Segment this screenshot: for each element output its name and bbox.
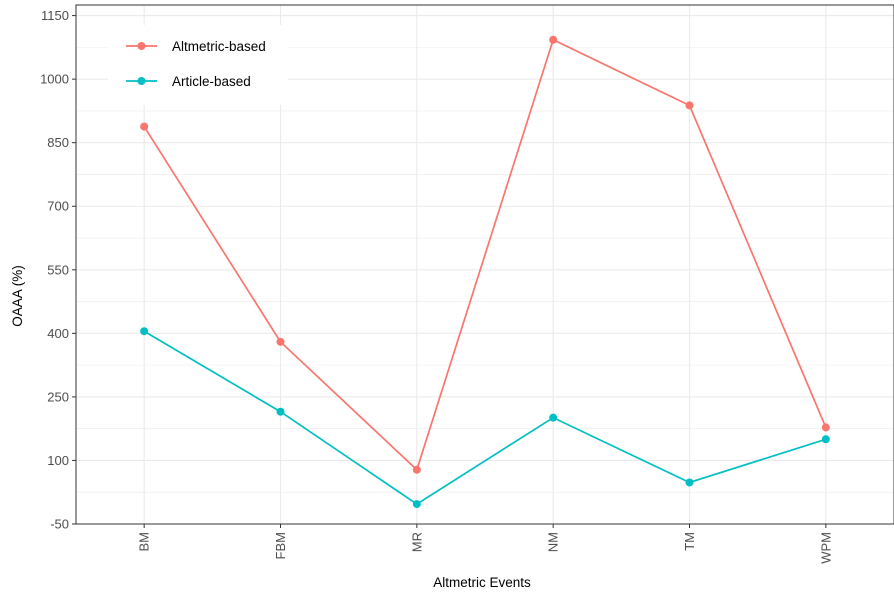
series-line xyxy=(143,330,827,506)
x-axis-title: Altmetric Events xyxy=(433,575,531,590)
x-tick-label: BM xyxy=(137,532,152,552)
x-axis: BM FBM MR NM TM WPM xyxy=(137,524,833,564)
legend-background xyxy=(108,25,288,105)
y-tick-label: -50 xyxy=(50,517,69,532)
y-tick-label: 250 xyxy=(47,389,69,404)
x-tick-label: TM xyxy=(682,532,697,551)
y-tick-label: 100 xyxy=(47,453,69,468)
data-point xyxy=(412,465,421,474)
data-point xyxy=(549,413,558,422)
x-tick-label: NM xyxy=(546,532,561,552)
series-lines xyxy=(143,38,827,506)
data-point xyxy=(821,435,830,444)
data-point xyxy=(549,35,558,44)
data-point xyxy=(685,101,694,110)
legend-key-point xyxy=(137,77,146,85)
y-tick-label: 400 xyxy=(47,326,69,341)
panel-border xyxy=(75,4,894,525)
series-points xyxy=(140,35,830,509)
legend-key-point xyxy=(137,42,146,50)
x-tick-label: FBM xyxy=(273,532,288,559)
x-tick-label: MR xyxy=(409,532,424,552)
y-axis: -50 100 250 400 550 700 850 1000 1150 xyxy=(40,8,76,532)
data-point xyxy=(685,478,694,487)
data-point xyxy=(821,423,830,432)
series-line xyxy=(143,38,827,472)
y-axis-title: OAAA (%) xyxy=(10,265,25,327)
y-tick-label: 1150 xyxy=(41,8,69,23)
data-point xyxy=(276,337,285,346)
legend-label: Article-based xyxy=(172,74,251,89)
data-point xyxy=(412,500,421,509)
y-tick-label: 550 xyxy=(47,262,69,277)
data-point xyxy=(276,407,285,416)
data-point xyxy=(140,327,149,336)
legend: Altmetric-based Article-based xyxy=(108,25,288,105)
y-tick-label: 850 xyxy=(47,135,69,150)
y-tick-label: 700 xyxy=(47,199,69,214)
plot-border xyxy=(75,4,894,525)
legend-label: Altmetric-based xyxy=(172,39,266,54)
y-tick-label: 1000 xyxy=(40,72,69,87)
data-point xyxy=(140,122,149,131)
x-tick-label: WPM xyxy=(818,532,833,564)
